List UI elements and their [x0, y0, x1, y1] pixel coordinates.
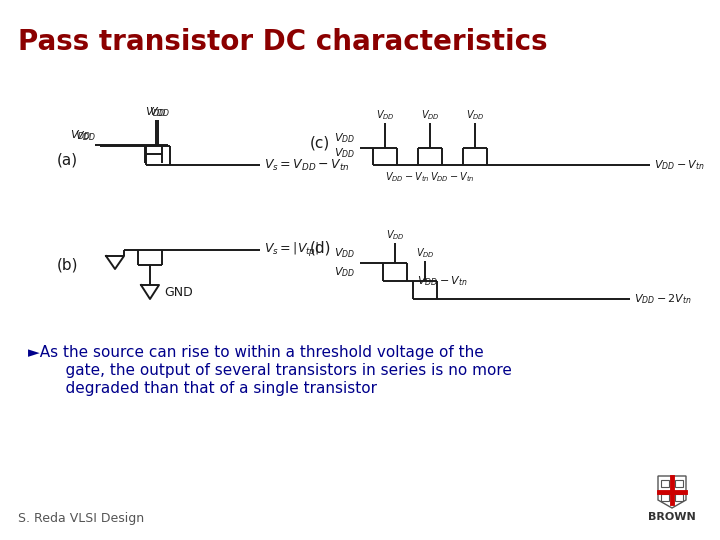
Text: $V_{DD}$: $V_{DD}$ [334, 146, 355, 160]
Text: $V_{DD}$: $V_{DD}$ [334, 131, 355, 145]
Text: $V_{DD}-V_{tn}$: $V_{DD}-V_{tn}$ [417, 274, 467, 288]
Text: $V_s = V_{DD}-V_{tn}$: $V_s = V_{DD}-V_{tn}$ [264, 158, 349, 173]
Text: $V_{DD}-2V_{tn}$: $V_{DD}-2V_{tn}$ [634, 292, 692, 306]
Text: $V_{DD}$: $V_{DD}$ [386, 228, 405, 242]
Text: (d): (d) [310, 240, 331, 255]
Bar [661, 494, 669, 501]
Text: $V_{DD}$: $V_{DD}$ [75, 129, 96, 143]
Text: $V_{DD}$: $V_{DD}$ [70, 128, 91, 142]
Text: $V_{DD}$: $V_{DD}$ [466, 108, 485, 122]
Text: $V_{DD}$: $V_{DD}$ [415, 246, 434, 260]
Bar [675, 480, 683, 487]
Text: degraded than that of a single transistor: degraded than that of a single transisto… [46, 381, 377, 396]
Text: $V_{DD}$: $V_{DD}$ [334, 265, 355, 279]
Text: gate, the output of several transistors in series is no more: gate, the output of several transistors … [46, 363, 512, 378]
Text: $V_{DD}$: $V_{DD}$ [149, 105, 171, 119]
Text: $V_{DD}-V_{tn}$: $V_{DD}-V_{tn}$ [385, 170, 430, 184]
Text: $V_{DD}$: $V_{DD}$ [420, 108, 439, 122]
Text: (a): (a) [57, 152, 78, 167]
Bar [675, 494, 683, 501]
Text: ►As the source can rise to within a threshold voltage of the: ►As the source can rise to within a thre… [28, 345, 484, 360]
Text: (b): (b) [57, 258, 78, 273]
Text: (c): (c) [310, 136, 330, 151]
Text: S. Reda VLSI Design: S. Reda VLSI Design [18, 512, 144, 525]
Text: Pass transistor DC characteristics: Pass transistor DC characteristics [18, 28, 548, 56]
Text: $V_{DD}$: $V_{DD}$ [376, 108, 395, 122]
Text: $V_{DD}$: $V_{DD}$ [334, 246, 355, 260]
Text: GND: GND [164, 287, 193, 300]
Text: $V_{DD}-V_{tn}$: $V_{DD}-V_{tn}$ [654, 158, 705, 172]
Bar [661, 480, 669, 487]
Text: BROWN: BROWN [648, 512, 696, 522]
Text: $V_{DD}-V_{tn}$: $V_{DD}-V_{tn}$ [430, 170, 474, 184]
Text: $V_s = |V_{tp}|$: $V_s = |V_{tp}|$ [264, 241, 320, 259]
Text: $V_{DD}$: $V_{DD}$ [145, 105, 166, 119]
